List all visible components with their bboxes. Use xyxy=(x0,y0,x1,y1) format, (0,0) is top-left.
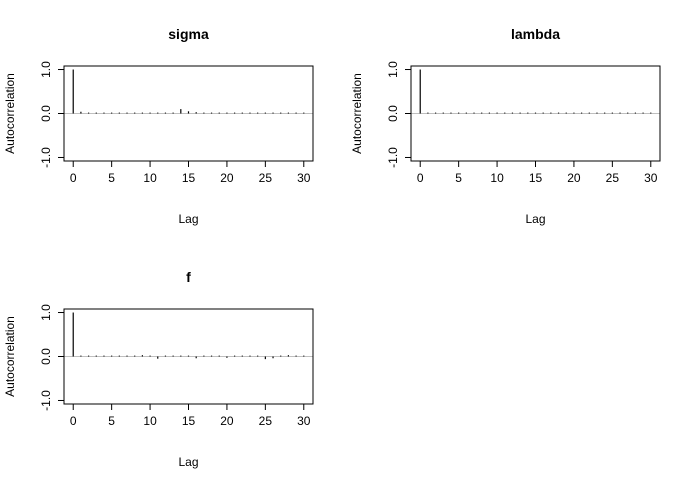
x-tick-label: 20 xyxy=(567,171,581,185)
y-axis-label: Autocorrelation xyxy=(3,73,17,154)
y-tick-label: 1.0 xyxy=(386,61,400,78)
acf-panel-1: sigma 0 5 10 15 20 25 30 -1.0 0.0 1.0 Lag Autocorrel… xyxy=(3,26,314,226)
y-axis-label: Autocorrelation xyxy=(350,73,364,154)
y-tick-label: -1.0 xyxy=(39,147,53,168)
y-tick-label: -1.0 xyxy=(39,390,53,411)
chart-title: lambda xyxy=(511,26,560,42)
x-tick-label: 5 xyxy=(108,171,115,185)
x-tick-label: 20 xyxy=(220,414,234,428)
x-axis-label: Lag xyxy=(525,212,545,226)
y-tick-label: 1.0 xyxy=(39,61,53,78)
x-tick-label: 5 xyxy=(108,414,115,428)
y-tick-label: 0.0 xyxy=(386,105,400,122)
x-tick-label: 25 xyxy=(259,414,273,428)
x-tick-label: 15 xyxy=(182,171,196,185)
x-tick-label: 10 xyxy=(490,171,504,185)
x-tick-label: 15 xyxy=(182,414,196,428)
x-tick-label: 20 xyxy=(220,171,234,185)
x-tick-label: 30 xyxy=(297,414,311,428)
x-tick-label: 30 xyxy=(297,171,311,185)
x-tick-label: 0 xyxy=(70,414,77,428)
y-tick-label: 0.0 xyxy=(39,348,53,365)
x-tick-label: 30 xyxy=(644,171,658,185)
acf-panel-2: lambda 0 5 10 15 20 25 30 -1.0 0.0 1.0 Lag Autocorre… xyxy=(350,26,661,226)
y-axis-label: Autocorrelation xyxy=(3,316,17,397)
x-tick-label: 5 xyxy=(455,171,462,185)
x-tick-label: 0 xyxy=(70,171,77,185)
x-axis-label: Lag xyxy=(178,455,198,469)
x-tick-label: 0 xyxy=(417,171,424,185)
x-tick-label: 10 xyxy=(143,414,157,428)
x-axis-label: Lag xyxy=(178,212,198,226)
chart-title: sigma xyxy=(168,26,209,42)
x-tick-label: 25 xyxy=(606,171,620,185)
y-tick-label: -1.0 xyxy=(386,147,400,168)
y-tick-label: 0.0 xyxy=(39,105,53,122)
x-tick-label: 25 xyxy=(259,171,273,185)
x-tick-label: 10 xyxy=(143,171,157,185)
chart-title: f xyxy=(186,269,191,285)
x-tick-label: 15 xyxy=(529,171,543,185)
acf-panel-3: f 0 5 10 15 20 25 30 -1.0 0.0 1.0 Lag Autocorrelatio… xyxy=(3,269,314,469)
y-tick-label: 1.0 xyxy=(39,304,53,321)
